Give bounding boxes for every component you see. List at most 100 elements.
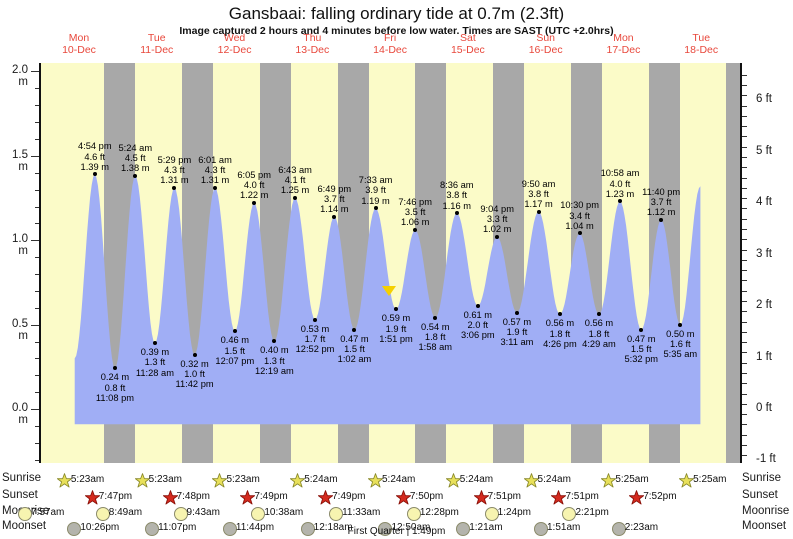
day-of-week: Sat xyxy=(459,32,476,44)
low-tide-11-label: 0.56 m 1.8 ft 4:26 pm xyxy=(518,318,602,349)
high-tide-1-dot xyxy=(133,174,138,179)
day-header-2: Wed 12-Dec xyxy=(196,32,274,56)
high-tide-6-time: 6:49 pm xyxy=(317,183,352,194)
high-tide-7-dot xyxy=(373,206,378,211)
y-label-left-2: 1.0 m xyxy=(12,233,28,258)
high-tide-10-label: 9:04 pm 3.3 ft 1.02 m xyxy=(455,204,539,235)
low-tide-4-dot xyxy=(272,339,277,344)
moonset-disc-icon xyxy=(534,522,548,536)
moonrise-disc-icon xyxy=(329,507,344,521)
high-tide-8-m: 1.06 m xyxy=(400,217,430,228)
high-tide-1-m: 1.38 m xyxy=(121,163,150,174)
low-tide-6-dot xyxy=(352,327,357,332)
sunset-time-3: 7:49pm xyxy=(332,491,366,502)
day-date: 15-Dec xyxy=(450,44,485,56)
y-tick-right xyxy=(742,126,747,128)
current-tide-marker-icon xyxy=(382,285,397,296)
sunset-star-icon xyxy=(473,490,489,505)
moonrise-disc-icon xyxy=(18,507,32,521)
y-tick-left xyxy=(31,324,40,326)
y-tick-right xyxy=(742,95,747,97)
high-tide-11-time: 9:50 am xyxy=(521,178,556,189)
y-tick-right xyxy=(742,280,747,282)
low-tide-9-label: 0.61 m 2.0 ft 3:06 pm xyxy=(436,310,520,341)
y-tick-left xyxy=(35,341,40,343)
low-tide-0-dot xyxy=(112,366,117,371)
y-axis-left-spine xyxy=(39,63,41,463)
y-tick-right xyxy=(742,414,747,416)
day-of-week: Wed xyxy=(223,32,246,44)
low-tide-6-ft: 1.5 ft xyxy=(344,343,365,354)
high-tide-9-label: 8:36 am 3.8 ft 1.16 m xyxy=(415,180,499,211)
y-tick-right xyxy=(742,187,747,189)
y-tick-right xyxy=(742,311,747,313)
day-date: 14-Dec xyxy=(373,44,408,56)
moonrise-time-7: 2:21pm xyxy=(575,507,609,518)
y-tick-right xyxy=(742,136,747,138)
low-tide-10-dot xyxy=(514,310,519,315)
sunrise-time-8: 5:25am xyxy=(693,474,727,485)
low-tide-4-ft: 1.3 ft xyxy=(264,355,285,366)
moonrise-time-6: 1:24pm xyxy=(497,507,532,518)
y-label-right-1: 5 ft xyxy=(756,144,772,157)
sunset-star-icon xyxy=(162,490,178,505)
tide-chart-plot[interactable]: 4:54 pm 4.6 ft 1.39 m 5:24 am 4.5 ft 1.38 m 5:… xyxy=(40,63,740,463)
moonrise-disc-icon xyxy=(95,507,110,521)
moonset-disc-icon xyxy=(300,522,315,536)
low-tide-5-time: 12:52 pm xyxy=(295,343,335,354)
sunrise-star-icon xyxy=(678,473,695,488)
sunset-time-5: 7:51pm xyxy=(487,491,522,502)
day-date: 11-Dec xyxy=(140,44,174,56)
moonset-disc-icon xyxy=(222,522,237,536)
high-tide-2-dot xyxy=(172,185,177,190)
high-tide-9-dot xyxy=(454,211,459,216)
almanac-row-label-right-1: Sunset xyxy=(742,489,778,501)
low-tide-8-dot xyxy=(433,315,438,320)
low-tide-8-m: 0.54 m xyxy=(421,321,450,332)
low-tide-7-dot xyxy=(393,307,398,312)
high-tide-14-time: 11:40 pm xyxy=(642,186,681,197)
y-tick-right xyxy=(742,331,747,333)
moonset-disc-icon xyxy=(67,522,82,536)
y-tick-left xyxy=(35,172,40,174)
day-date: 10-Dec xyxy=(62,44,96,56)
y-tick-right xyxy=(742,393,747,395)
y-tick-right xyxy=(742,301,747,302)
sunset-star-icon xyxy=(629,490,645,505)
low-tide-2-time: 11:42 pm xyxy=(175,379,214,390)
low-tide-4-label: 0.40 m 1.3 ft 12:19 am xyxy=(232,345,316,376)
y-axis-right-spine xyxy=(740,63,742,463)
low-tide-6-time: 1:02 am xyxy=(337,354,372,365)
low-tide-1-label: 0.39 m 1.3 ft 11:28 am xyxy=(113,347,197,378)
high-tide-0-label: 4:54 pm 4.6 ft 1.39 m xyxy=(53,141,137,172)
day-of-week: Thu xyxy=(303,32,322,44)
low-tide-14-m: 0.50 m xyxy=(666,328,695,339)
low-tide-14-ft: 1.6 ft xyxy=(669,338,691,349)
y-tick-left xyxy=(35,442,40,444)
high-tide-2-label: 5:29 pm 4.3 ft 1.31 m xyxy=(132,155,216,186)
day-header-4: Fri 14-Dec xyxy=(351,32,429,56)
day-date: 17-Dec xyxy=(606,44,641,56)
low-tide-12-label: 0.56 m 1.8 ft 4:29 am xyxy=(557,318,641,349)
y-label-right-7: -1 ft xyxy=(756,453,776,466)
low-tide-2-dot xyxy=(192,352,197,357)
low-tide-14-label: 0.50 m 1.6 ft 5:35 am xyxy=(638,329,722,360)
sunrise-time-1: 5:23am xyxy=(148,474,183,485)
high-tide-10-m: 1.02 m xyxy=(482,224,512,235)
low-tide-5-ft: 1.7 ft xyxy=(304,333,326,344)
high-tide-7-ft: 3.9 ft xyxy=(365,185,386,196)
y-label-right-5: 1 ft xyxy=(756,350,772,363)
high-tide-6-ft: 3.7 ft xyxy=(323,193,345,204)
y-tick-right xyxy=(742,383,747,385)
high-tide-5-ft: 4.1 ft xyxy=(284,175,306,186)
y-tick-left xyxy=(35,189,40,191)
low-tide-11-dot xyxy=(557,312,562,317)
high-tide-3-m: 1.31 m xyxy=(200,175,230,186)
low-tide-7-time: 1:51 pm xyxy=(379,333,413,344)
y-tick-right xyxy=(742,290,747,292)
y-tick-left xyxy=(31,71,40,73)
sunset-star-icon xyxy=(551,490,567,505)
low-tide-7-ft: 1.9 ft xyxy=(385,323,407,334)
high-tide-4-m: 1.22 m xyxy=(239,190,269,201)
high-tide-6-dot xyxy=(332,214,337,219)
